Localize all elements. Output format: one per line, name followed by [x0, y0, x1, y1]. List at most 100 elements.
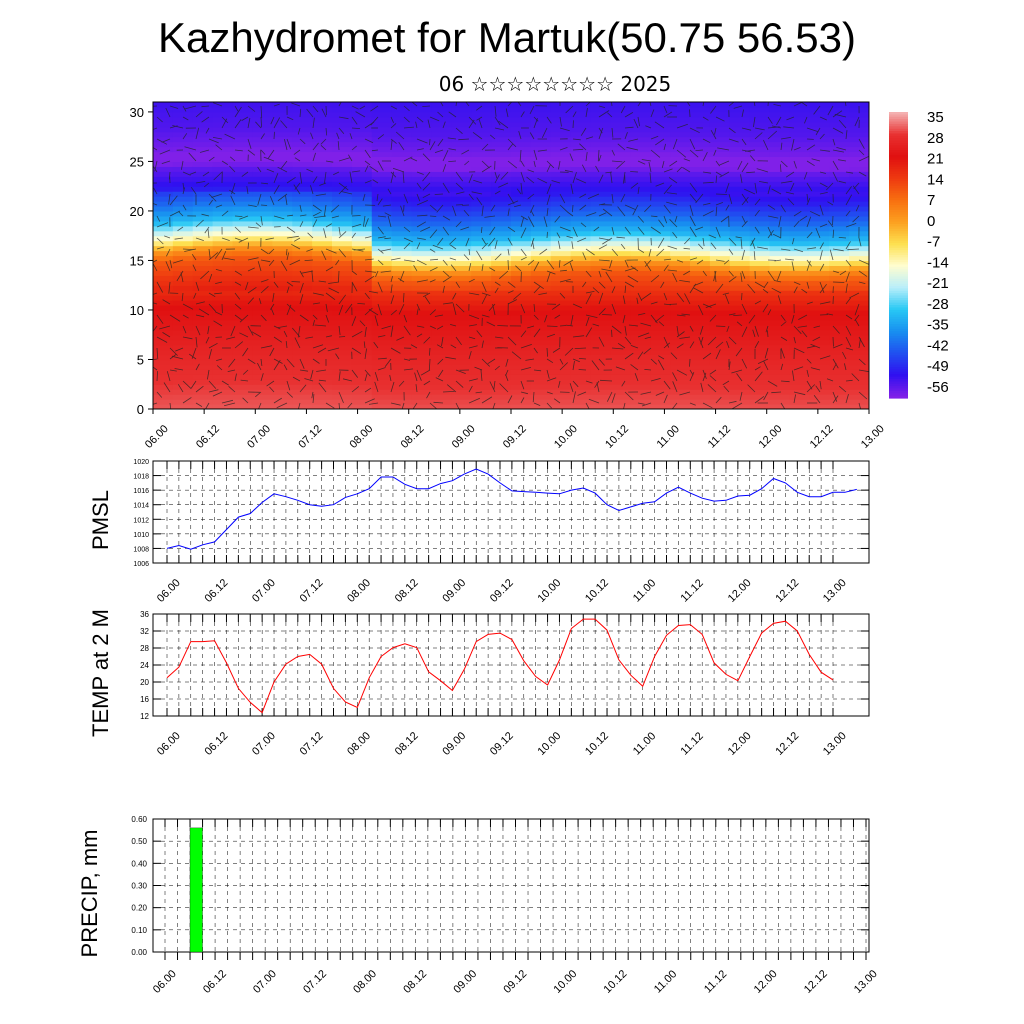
x-tick-label: 12.00 — [726, 577, 754, 605]
y-tick-label: 0.30 — [131, 882, 147, 891]
heatmap-cell — [709, 349, 731, 356]
heatmap-cell — [272, 102, 293, 108]
heatmap-cell — [709, 344, 731, 351]
wind-barb — [314, 324, 327, 327]
heatmap-cell — [351, 354, 373, 361]
wind-barb — [362, 193, 366, 202]
y-tick-label: 24 — [140, 661, 149, 670]
heatmap-cell — [292, 344, 313, 351]
heatmap-cell — [709, 151, 731, 158]
x-tick-label: 06.12 — [194, 423, 222, 451]
wind-barb — [211, 193, 223, 198]
heatmap-cell — [292, 196, 313, 202]
wind-barb — [580, 127, 587, 136]
wind-barb — [572, 335, 585, 338]
heatmap-cell — [292, 364, 313, 370]
heatmap-cell — [670, 394, 691, 400]
heatmap-cell — [650, 285, 671, 291]
heatmap-cell — [729, 106, 751, 113]
x-tick-label: 13.00 — [859, 423, 887, 451]
wind-barb — [533, 281, 544, 290]
wind-barb — [489, 267, 496, 272]
heatmap-cell — [709, 156, 731, 163]
heatmap-cell — [292, 131, 313, 138]
wind-barb — [537, 149, 548, 152]
wind-barb — [546, 369, 550, 379]
wind-barb — [819, 283, 827, 294]
wind-barb — [299, 384, 307, 393]
x-tick-label: 07.00 — [251, 968, 279, 996]
wind-barb — [793, 147, 801, 151]
wind-barb — [415, 384, 418, 393]
heatmap-cell — [172, 260, 194, 266]
heatmap-cell — [411, 374, 433, 380]
heatmap-cell — [630, 389, 651, 395]
wind-barb — [481, 340, 484, 349]
wind-barb — [527, 216, 535, 228]
heatmap-cell — [809, 309, 830, 316]
heatmap-cell — [212, 215, 234, 222]
heatmap-cell — [769, 314, 791, 321]
heatmap-cell — [809, 240, 830, 247]
heatmap-cell — [829, 196, 850, 202]
wind-barb — [461, 149, 470, 155]
wind-barb — [658, 355, 665, 360]
heatmap-cell — [809, 374, 830, 380]
heatmap-cell — [590, 161, 612, 167]
heatmap-cell — [550, 136, 572, 143]
wind-barb — [416, 171, 424, 175]
wind-barb — [387, 188, 392, 195]
colorbar-swatch — [889, 159, 908, 163]
heatmap-cell — [451, 191, 472, 197]
wind-barb — [832, 358, 839, 369]
x-tick-label: 12.00 — [757, 423, 785, 451]
heatmap-cell — [570, 240, 592, 247]
wind-barb — [754, 209, 760, 217]
wind-barb — [208, 138, 219, 144]
heatmap-cell — [650, 290, 671, 296]
heatmap-cell — [451, 379, 472, 385]
heatmap-cell — [411, 280, 433, 286]
heatmap-cell — [511, 116, 532, 123]
wind-barb — [689, 325, 694, 332]
wind-barb — [260, 345, 273, 349]
heatmap-cell — [829, 161, 850, 167]
wind-barb — [415, 121, 418, 129]
heatmap-cell — [729, 141, 751, 148]
heatmap-cell — [590, 329, 612, 336]
wind-barb — [826, 182, 834, 191]
heatmap-cell — [491, 314, 512, 321]
colorbar-swatch — [889, 202, 908, 206]
y-tick-label: 1018 — [133, 474, 149, 481]
heatmap-cell — [172, 205, 194, 212]
heatmap-cell — [451, 404, 472, 409]
heatmap-cell — [511, 102, 532, 108]
wind-barb — [858, 155, 869, 162]
wind-barb — [624, 352, 634, 360]
heatmap-cell — [272, 344, 293, 351]
heatmap-cell — [769, 235, 791, 242]
heatmap-cell — [550, 379, 572, 385]
heatmap-cell — [351, 116, 373, 123]
heatmap-cell — [391, 240, 413, 247]
heatmap-cell — [491, 131, 512, 138]
heatmap-cell — [630, 166, 651, 172]
heatmap-cell — [630, 186, 651, 192]
heatmap-cell — [371, 339, 393, 346]
heatmap-cell — [351, 131, 373, 138]
heatmap-cell — [829, 111, 850, 118]
heatmap-cell — [530, 334, 552, 341]
heatmap-cell — [690, 121, 711, 128]
colorbar-swatch — [889, 188, 908, 192]
heatmap-cell — [431, 300, 452, 306]
wind-barb — [715, 206, 718, 217]
heatmap-cell — [809, 344, 830, 351]
heatmap-cell — [610, 300, 631, 306]
heatmap-cell — [511, 230, 532, 237]
heatmap-cell — [749, 106, 771, 113]
heatmap-cell — [849, 156, 869, 163]
heatmap-cell — [212, 270, 234, 276]
heatmap-cell — [530, 102, 552, 108]
wind-barb — [260, 182, 269, 185]
colorbar-swatch — [889, 324, 908, 328]
